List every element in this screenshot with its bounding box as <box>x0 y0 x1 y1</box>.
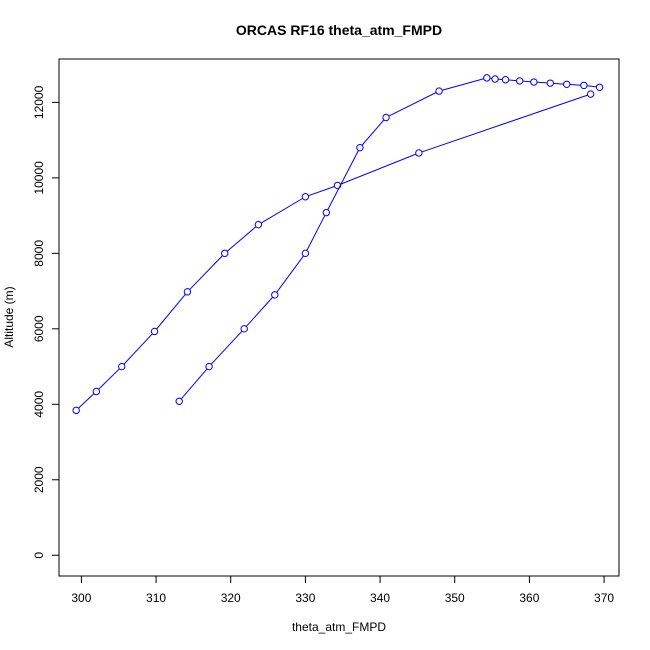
series-2-segment <box>308 186 335 197</box>
series-1-segment <box>210 330 243 365</box>
series-1-point <box>546 79 555 87</box>
plot-frame <box>58 58 620 577</box>
x-tick-label: 310 <box>146 591 166 605</box>
series-1-point <box>435 87 443 95</box>
series-2-point <box>92 387 101 396</box>
y-tick-label: 8000 <box>32 240 46 267</box>
series-2-point <box>254 220 263 229</box>
series-2-segment <box>98 368 120 390</box>
series-1-segment <box>327 150 359 210</box>
y-axis: 0 2000 4000 6000 8000 10000 12000 <box>32 85 60 559</box>
series-2-point <box>586 90 595 98</box>
series-1-point <box>301 249 310 258</box>
x-axis-label: theta_atm_FMPD <box>292 620 386 634</box>
series-2-point <box>301 193 310 201</box>
x-tick-label: 320 <box>221 591 241 605</box>
y-tick-label: 12000 <box>32 85 46 119</box>
series-1-segment <box>361 119 385 146</box>
series-2-segment <box>226 226 257 252</box>
y-tick-label: 2000 <box>32 466 46 493</box>
series-1-point <box>501 76 510 84</box>
series-1-segment <box>537 81 548 84</box>
x-tick-label: 330 <box>295 591 315 605</box>
series-2-segment <box>260 197 303 224</box>
series-1-segment <box>442 78 484 91</box>
series-2-segment <box>123 333 153 365</box>
series-1-segment <box>587 85 597 88</box>
x-tick-label: 340 <box>370 591 390 605</box>
series-1-point <box>491 75 499 83</box>
series-1-segment <box>522 80 531 83</box>
series-1-point <box>595 83 604 92</box>
x-tick-label: 370 <box>594 591 614 605</box>
series-1-segment <box>569 83 581 86</box>
series-1-point <box>483 74 491 82</box>
series-2-point <box>415 149 423 157</box>
series-2-point <box>150 327 159 336</box>
series-layer <box>72 74 604 415</box>
x-tick-label: 300 <box>71 591 91 605</box>
series-1-point <box>580 81 588 90</box>
series-1-segment <box>245 296 274 327</box>
series-2-point <box>183 288 192 296</box>
series-1-point <box>530 78 538 86</box>
series-1-point <box>382 113 390 122</box>
y-tick-label: 0 <box>32 552 46 559</box>
series-1-segment <box>553 82 564 85</box>
series-2-segment <box>421 94 588 153</box>
series-2-point <box>118 362 126 371</box>
series-2-point <box>221 249 229 258</box>
series-1-point <box>240 325 248 333</box>
series-2-segment <box>189 255 223 290</box>
series-1-point <box>515 77 524 85</box>
y-tick-label: 10000 <box>32 161 46 195</box>
series-1-point <box>322 208 331 217</box>
series-2-segment <box>78 393 95 409</box>
series-2-segment <box>156 293 186 330</box>
series-1-point <box>563 80 571 88</box>
y-tick-label: 4000 <box>32 391 46 418</box>
series-1-segment <box>508 79 517 82</box>
series-1-point <box>356 143 364 152</box>
series-1-segment <box>306 215 326 251</box>
series-1-segment <box>388 92 437 117</box>
series-2-segment <box>340 153 417 185</box>
chart-title: ORCAS RF16 theta_atm_FMPD <box>236 22 442 38</box>
y-axis-label: Altitude (m) <box>2 286 16 347</box>
y-tick-label: 6000 <box>32 315 46 342</box>
series-2-point <box>333 181 342 190</box>
series-1-segment <box>180 368 208 400</box>
series-2-point <box>72 406 80 415</box>
series-1-point <box>205 362 213 371</box>
x-tick-label: 350 <box>445 591 465 605</box>
series-1-segment <box>276 255 304 293</box>
series-1-point <box>271 291 279 299</box>
x-tick-label: 360 <box>519 591 539 605</box>
x-axis: 300 310 320 330 340 350 360 370 <box>71 575 614 605</box>
series-1-point <box>175 397 183 405</box>
